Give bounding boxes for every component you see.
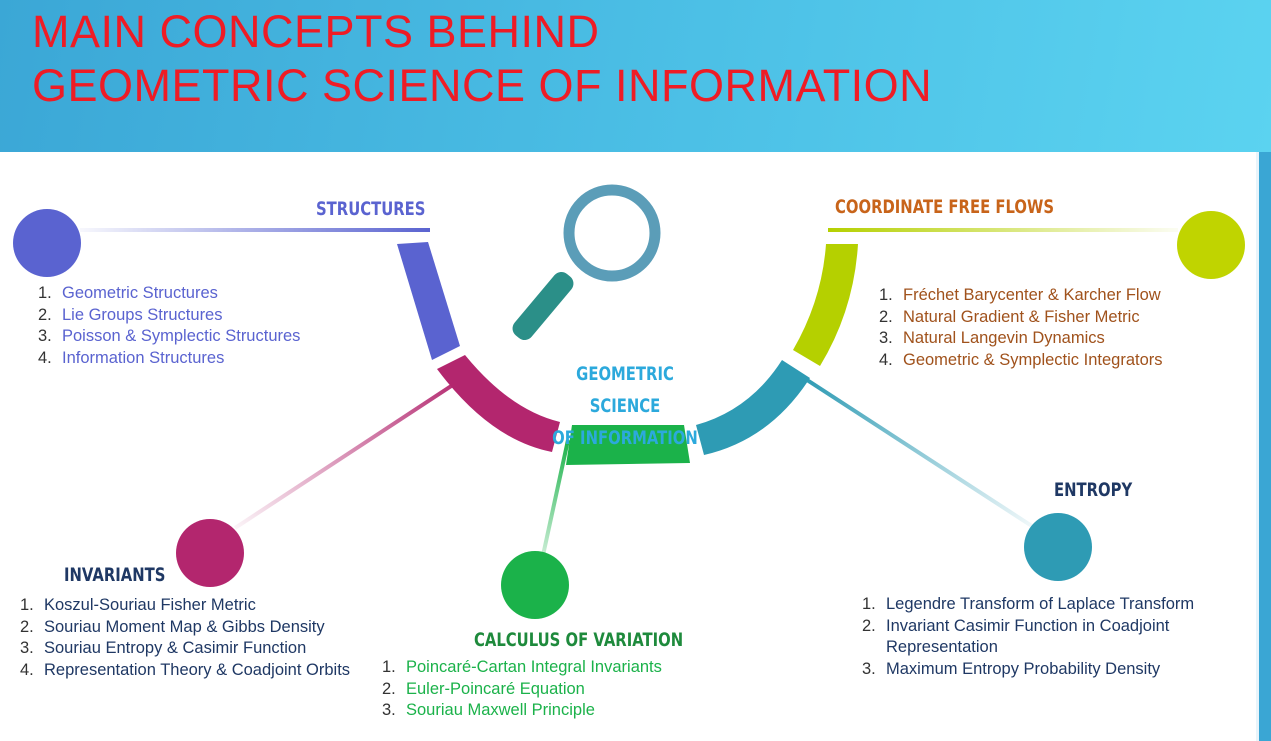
list-item: 1. Poincaré-Cartan Integral Invariants xyxy=(382,657,742,679)
list-item: 3. Poisson & Symplectic Structures xyxy=(38,326,378,348)
coordinate-flows-node xyxy=(1177,211,1245,279)
list-item: 1. Koszul-Souriau Fisher Metric xyxy=(20,595,360,617)
list-item-number: 1. xyxy=(20,596,34,614)
list-item-number: 2. xyxy=(38,305,52,324)
list-item-number: 2. xyxy=(382,679,396,698)
center-title-line-1: GEOMETRIC SCIENCE xyxy=(576,363,674,417)
entropy-heading: ENTROPY xyxy=(1054,479,1133,501)
list-item: 4. Geometric & Symplectic Integrators xyxy=(879,350,1239,372)
list-item-number: 1. xyxy=(862,595,876,613)
structures-arc-segment xyxy=(397,242,460,360)
entropy-node xyxy=(1024,513,1092,581)
list-item: 2. Euler-Poincaré Equation xyxy=(382,679,742,701)
list-item: 1. Fréchet Barycenter & Karcher Flow xyxy=(879,285,1239,307)
structures-list: 1. Geometric Structures 2. Lie Groups Struc… xyxy=(38,283,378,369)
list-item-number: 4. xyxy=(38,348,52,367)
list-item: 1. Geometric Structures xyxy=(38,283,378,305)
coordinate-flows-connector xyxy=(828,228,1178,232)
calculus-node xyxy=(501,551,569,619)
list-item-number: 3. xyxy=(879,329,893,347)
structures-connector xyxy=(80,228,430,232)
invariants-list: 1. Koszul-Souriau Fisher Metric 2. Souriau … xyxy=(20,595,360,681)
list-item-text: Information Structures xyxy=(62,348,225,367)
invariants-heading: INVARIANTS xyxy=(64,564,166,586)
list-item-number: 2. xyxy=(879,307,893,326)
list-item-text: Invariant Casimir Function in Coadjoint … xyxy=(886,616,1170,657)
invariants-arc-segment xyxy=(437,355,560,452)
list-item: 4. Representation Theory & Coadjoint Orbi… xyxy=(20,660,360,682)
center-title-line-2: OF INFORMATION xyxy=(552,427,698,449)
list-item-text: Natural Gradient & Fisher Metric xyxy=(903,307,1140,326)
list-item: 2. Natural Gradient & Fisher Metric xyxy=(879,307,1239,329)
list-item: 3. Maximum Entropy Probability Density xyxy=(862,659,1257,681)
right-edge-accent xyxy=(1259,152,1271,741)
center-title: GEOMETRIC SCIENCE OF INFORMATION xyxy=(543,358,707,454)
right-edge-accent-light xyxy=(1256,152,1259,741)
calculus-list: 1. Poincaré-Cartan Integral Invariants 2. E… xyxy=(382,657,742,722)
list-item-text: Natural Langevin Dynamics xyxy=(903,329,1105,347)
list-item-text: Poisson & Symplectic Structures xyxy=(62,327,301,345)
entropy-connector xyxy=(802,376,1040,532)
list-item: 3. Souriau Entropy & Casimir Function xyxy=(20,638,360,660)
slide-title-line-1: MAIN CONCEPTS BEHIND xyxy=(32,6,600,57)
structures-heading: STRUCTURES xyxy=(316,198,426,220)
list-item-text: Euler-Poincaré Equation xyxy=(406,679,585,698)
list-item-text: Fréchet Barycenter & Karcher Flow xyxy=(903,286,1161,304)
list-item: 4. Information Structures xyxy=(38,348,378,370)
list-item-number: 1. xyxy=(382,658,396,676)
list-item-number: 1. xyxy=(879,286,893,304)
list-item: 3. Souriau Maxwell Principle xyxy=(382,700,742,722)
list-item-text: Lie Groups Structures xyxy=(62,305,223,324)
magnifying-glass-icon xyxy=(512,184,661,341)
coordinate-flows-heading: COORDINATE FREE FLOWS xyxy=(835,196,1055,218)
list-item: 3. Natural Langevin Dynamics xyxy=(879,328,1239,350)
entropy-list: 1. Legendre Transform of Laplace Transfor… xyxy=(862,594,1257,680)
entropy-arc-segment xyxy=(696,360,810,455)
list-item-text: Geometric Structures xyxy=(62,284,218,302)
list-item-text: Maximum Entropy Probability Density xyxy=(886,659,1161,678)
list-item-number: 4. xyxy=(879,350,893,369)
calculus-arc-segment xyxy=(566,425,690,465)
list-item-text: Koszul-Souriau Fisher Metric xyxy=(44,596,256,614)
list-item-text: Representation Theory & Coadjoint Orbits xyxy=(44,660,351,679)
list-item-number: 3. xyxy=(38,327,52,345)
list-item-number: 2. xyxy=(20,617,34,636)
list-item-number: 3. xyxy=(862,659,876,678)
slide-title-line-2: GEOMETRIC SCIENCE OF INFORMATION xyxy=(32,60,933,111)
list-item-text: Souriau Maxwell Principle xyxy=(406,701,595,719)
list-item: 2. Lie Groups Structures xyxy=(38,305,378,327)
coordinate-flows-arc-segment xyxy=(793,244,858,366)
list-item-number: 3. xyxy=(382,701,396,719)
invariants-connector xyxy=(233,373,470,530)
list-item-number: 4. xyxy=(20,660,34,679)
title-banner: MAIN CONCEPTS BEHIND GEOMETRIC SCIENCE O… xyxy=(0,0,1271,152)
calculus-connector xyxy=(540,439,570,561)
list-item-number: 3. xyxy=(20,639,34,657)
list-item-text: Souriau Moment Map & Gibbs Density xyxy=(44,617,325,636)
calculus-heading: CALCULUS OF VARIATION xyxy=(474,629,684,651)
list-item-number: 2. xyxy=(862,616,876,635)
invariants-node xyxy=(176,519,244,587)
list-item: 2. Souriau Moment Map & Gibbs Density xyxy=(20,617,360,639)
coordinate-flows-list: 1. Fréchet Barycenter & Karcher Flow 2. Nat… xyxy=(879,285,1239,371)
structures-node xyxy=(13,209,81,277)
list-item-text: Poincaré-Cartan Integral Invariants xyxy=(406,658,662,676)
list-item-text: Souriau Entropy & Casimir Function xyxy=(44,639,307,657)
list-item-text: Geometric & Symplectic Integrators xyxy=(903,350,1163,369)
list-item-number: 1. xyxy=(38,284,52,302)
list-item: 1. Legendre Transform of Laplace Transfor… xyxy=(862,594,1257,616)
list-item-text: Legendre Transform of Laplace Transform xyxy=(886,595,1195,613)
list-item: 2. Invariant Casimir Function in Coadjoin… xyxy=(862,616,1257,659)
